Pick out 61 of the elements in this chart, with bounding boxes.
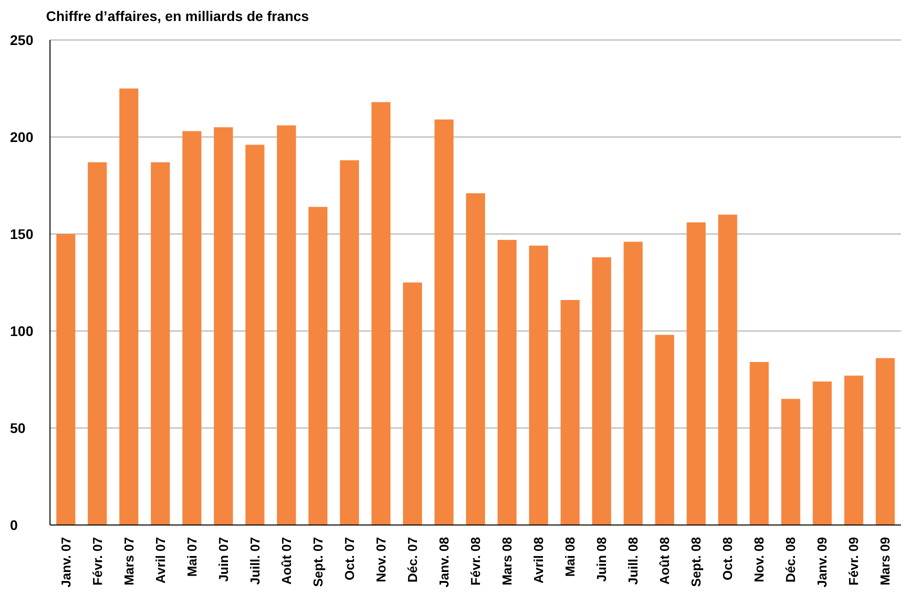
x-tick-label: Nov. 07 xyxy=(373,537,388,582)
bar xyxy=(119,88,138,525)
x-tick-label: Févr. 08 xyxy=(468,537,483,586)
x-tick-label: Mars 09 xyxy=(878,537,893,586)
bar xyxy=(844,376,864,525)
bar xyxy=(498,240,517,525)
x-tick-label: Juin 07 xyxy=(216,537,231,582)
bar xyxy=(529,246,548,525)
bar xyxy=(750,362,769,525)
bar xyxy=(308,206,328,525)
bar xyxy=(560,300,580,525)
bar xyxy=(150,162,170,525)
bar xyxy=(812,381,832,525)
x-tick-label: Avril 07 xyxy=(152,537,168,584)
bar xyxy=(434,120,454,525)
y-tick-label: 150 xyxy=(10,226,34,242)
x-tick-label: Janv. 09 xyxy=(814,537,830,588)
x-tick-label: Janv. 07 xyxy=(58,537,74,588)
bar xyxy=(466,193,486,525)
x-tick-label: Févr. 07 xyxy=(90,537,105,586)
bar xyxy=(624,242,643,525)
x-tick-label: Août 08 xyxy=(657,537,672,585)
x-tick-label: Mai 07 xyxy=(184,537,200,577)
bar xyxy=(592,257,612,525)
x-tick-label: Juill. 07 xyxy=(247,537,262,585)
x-tick-label: Nov. 08 xyxy=(752,537,767,582)
bar xyxy=(718,214,738,525)
y-tick-label: 250 xyxy=(10,32,34,48)
bar xyxy=(214,127,233,525)
x-tick-label: Févr. 09 xyxy=(846,537,862,586)
x-tick-label: Oct. 08 xyxy=(720,537,736,580)
y-tick-label: 50 xyxy=(10,420,26,436)
bar xyxy=(340,160,359,525)
x-tick-label: Sept. 07 xyxy=(310,537,326,587)
x-tick-label: Déc. 07 xyxy=(404,537,420,583)
x-tick-label: Janv. 08 xyxy=(436,537,452,588)
y-tick-label: 0 xyxy=(10,516,18,533)
bar xyxy=(276,125,296,525)
bar xyxy=(403,282,422,525)
bar xyxy=(876,358,895,525)
bar xyxy=(781,398,800,525)
x-tick-label: Mars 08 xyxy=(500,537,515,586)
x-tick-label: Août 07 xyxy=(278,537,294,585)
x-tick-label: Avril 08 xyxy=(531,537,546,584)
x-tick-label: Juill. 08 xyxy=(626,537,641,585)
x-tick-label: Déc. 08 xyxy=(783,537,798,583)
y-tick-label: 100 xyxy=(10,322,34,339)
bar xyxy=(686,222,706,525)
bar xyxy=(56,234,76,525)
y-tick-label: 200 xyxy=(10,128,34,145)
x-tick-label: Mars 07 xyxy=(121,537,136,586)
bar xyxy=(655,334,674,525)
x-tick-label: Oct. 07 xyxy=(342,537,357,580)
bar xyxy=(182,131,202,525)
bar xyxy=(371,102,390,525)
bar xyxy=(245,144,264,525)
chart-title: Chiffre d’affaires, en milliards de francs xyxy=(45,8,310,26)
x-tick-label: Sept. 08 xyxy=(688,537,704,587)
x-tick-label: Juin 08 xyxy=(594,537,610,582)
bar xyxy=(88,162,107,525)
x-tick-label: Mai 08 xyxy=(562,537,578,577)
